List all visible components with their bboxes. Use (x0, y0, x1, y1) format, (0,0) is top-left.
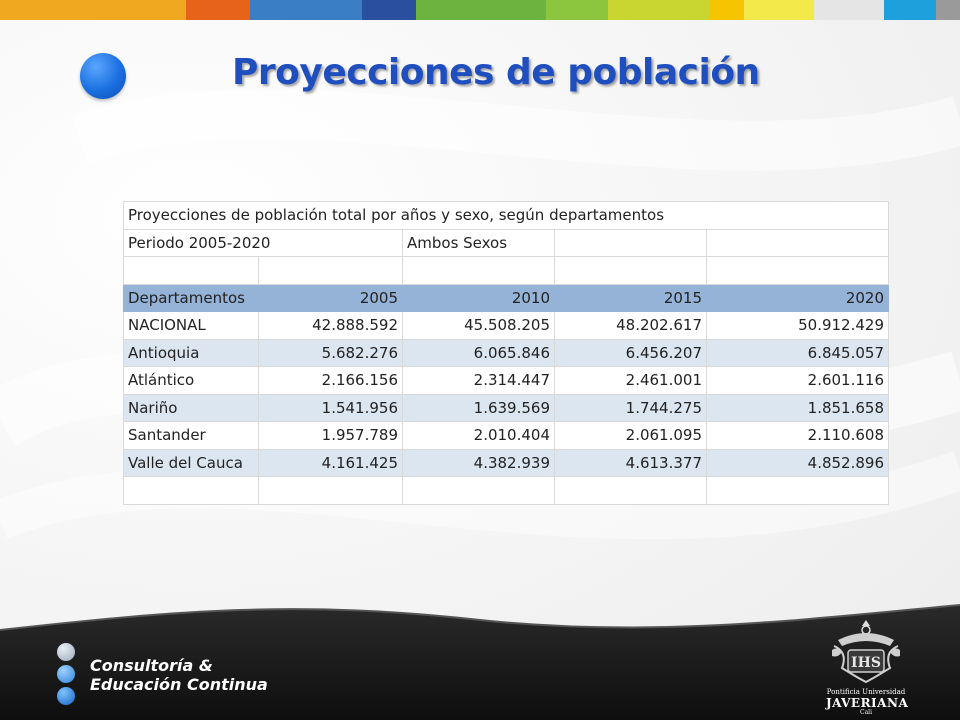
color-stripe-segment (710, 0, 744, 20)
empty-cell (402, 256, 555, 285)
brand-name: Consultoría & Educación Continua (90, 656, 268, 694)
cell-value: 2.110.608 (706, 421, 889, 450)
university-line-2: JAVERIANA (826, 696, 909, 710)
table-row: NACIONAL 42.888.592 45.508.205 48.202.61… (123, 311, 889, 340)
table-row: Atlántico 2.166.156 2.314.447 2.461.001 … (123, 366, 889, 395)
cell-value: 2.010.404 (402, 421, 555, 450)
cell-value: 4.613.377 (554, 448, 707, 477)
cell-value: 1.851.658 (706, 393, 889, 422)
empty-cell (554, 256, 707, 285)
row-label: NACIONAL (123, 311, 259, 340)
cell-value: 45.508.205 (402, 311, 555, 340)
color-stripe-segment (250, 0, 362, 20)
empty-cell (706, 476, 889, 505)
row-label: Atlántico (123, 366, 259, 395)
cell-value: 1.639.569 (402, 393, 555, 422)
color-stripe-segment (744, 0, 814, 20)
table-row: Nariño 1.541.956 1.639.569 1.744.275 1.8… (123, 393, 889, 422)
cell-value: 48.202.617 (554, 311, 707, 340)
column-header: Departamentos (123, 283, 259, 312)
column-header: 2015 (554, 283, 707, 312)
column-header: 2020 (706, 283, 889, 312)
university-line-3: Cali (859, 709, 872, 716)
cell-value: 2.166.156 (258, 366, 403, 395)
cell-value: 5.682.276 (258, 338, 403, 367)
table-caption: Proyecciones de población total por años… (123, 201, 889, 230)
color-stripe-segment (936, 0, 960, 20)
empty-cell (123, 476, 259, 505)
cell-value: 2.461.001 (554, 366, 707, 395)
empty-cell (706, 256, 889, 285)
table-row: Antioquia 5.682.276 6.065.846 6.456.207 … (123, 338, 889, 367)
population-table: Proyecciones de población total por años… (123, 201, 889, 505)
color-stripe-segment (546, 0, 608, 20)
blue-bullet-icon (80, 53, 126, 99)
cell-value: 50.912.429 (706, 311, 889, 340)
color-stripe-segment (608, 0, 710, 20)
column-header: 2010 (402, 283, 555, 312)
table-row: Santander 1.957.789 2.010.404 2.061.095 … (123, 421, 889, 450)
color-stripe-segment (814, 0, 884, 20)
cell-value: 4.852.896 (706, 448, 889, 477)
row-label: Nariño (123, 393, 259, 422)
color-stripe-segment (884, 0, 936, 20)
empty-cell (258, 256, 403, 285)
cell-value: 6.065.846 (402, 338, 555, 367)
cell-value: 6.456.207 (554, 338, 707, 367)
cell-value: 1.744.275 (554, 393, 707, 422)
cell-value: 2.601.116 (706, 366, 889, 395)
sex-label: Ambos Sexos (402, 228, 555, 257)
university-crest-icon: IHS (832, 620, 900, 684)
row-label: Antioquia (123, 338, 259, 367)
empty-cell (402, 476, 555, 505)
page-title: Proyecciones de población (232, 52, 760, 93)
empty-cell (123, 256, 259, 285)
color-stripe-segment (0, 0, 186, 20)
empty-cell (706, 228, 889, 257)
empty-cell (258, 476, 403, 505)
university-line-1: Pontificia Universidad (826, 688, 906, 696)
color-stripe-segment (186, 0, 250, 20)
cell-value: 6.845.057 (706, 338, 889, 367)
empty-cell (554, 228, 707, 257)
cell-value: 42.888.592 (258, 311, 403, 340)
color-stripe-segment (362, 0, 416, 20)
cell-value: 4.382.939 (402, 448, 555, 477)
row-label: Santander (123, 421, 259, 450)
table-row: Valle del Cauca 4.161.425 4.382.939 4.61… (123, 448, 889, 477)
period-label: Periodo 2005-2020 (123, 228, 403, 257)
brand-line-2: Educación Continua (90, 675, 268, 694)
table-header-row: Departamentos 2005 2010 2015 2020 (123, 283, 889, 312)
empty-cell (554, 476, 707, 505)
column-header: 2005 (258, 283, 403, 312)
color-stripe-segment (416, 0, 546, 20)
row-label: Valle del Cauca (123, 448, 259, 477)
cell-value: 1.957.789 (258, 421, 403, 450)
cell-value: 2.061.095 (554, 421, 707, 450)
cell-value: 4.161.425 (258, 448, 403, 477)
cell-value: 2.314.447 (402, 366, 555, 395)
cell-value: 1.541.956 (258, 393, 403, 422)
svg-text:IHS: IHS (851, 655, 881, 671)
color-stripe-bar (0, 0, 960, 20)
brand-line-1: Consultoría & (90, 656, 213, 675)
footer-band (0, 604, 960, 720)
